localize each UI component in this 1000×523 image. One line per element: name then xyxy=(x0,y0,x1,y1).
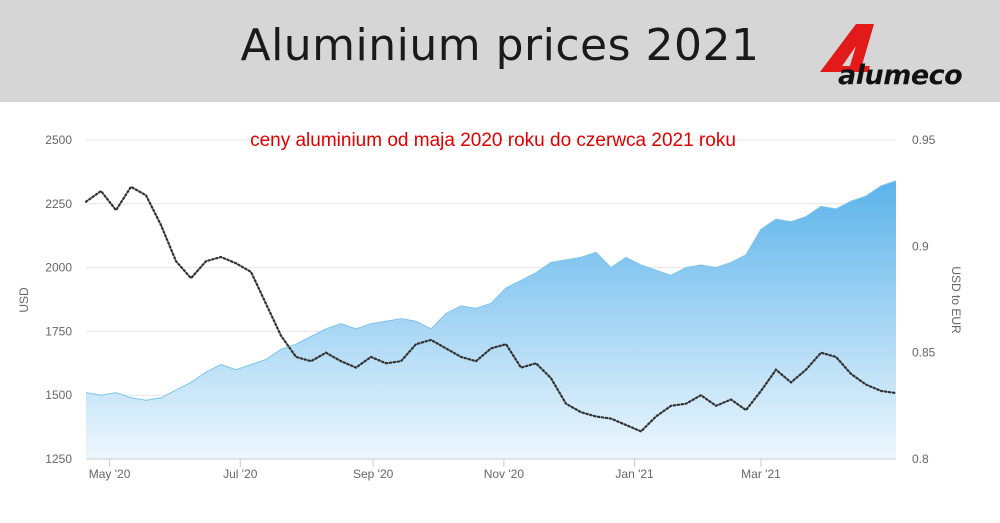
y-axis-right: 0.95 0.9 0.85 0.8 xyxy=(912,133,936,466)
x-axis: May '20 Jul '20 Sep '20 Nov '20 Jan '21 Mar '… xyxy=(86,458,896,481)
x-tick-label: May '20 xyxy=(89,467,131,481)
alumeco-logo xyxy=(820,24,874,72)
logo-wordmark: alumeco xyxy=(838,60,963,91)
x-tick-label: Jan '21 xyxy=(615,467,654,481)
y-axis-title: USD xyxy=(17,287,31,313)
y-tick-label: 1250 xyxy=(45,452,72,466)
y-tick-label: 2000 xyxy=(45,261,72,275)
y-axis-left: 2500 2250 2000 1750 1500 1250 xyxy=(45,133,72,466)
page-title: Aluminium prices 2021 xyxy=(240,20,760,71)
y-tick-label: 2250 xyxy=(45,197,72,211)
logo-a-mark xyxy=(820,24,874,72)
y2-tick-label: 0.95 xyxy=(912,133,936,147)
header-bar xyxy=(0,0,1000,102)
y-tick-label: 1750 xyxy=(45,324,72,338)
y-tick-label: 1500 xyxy=(45,388,72,402)
y2-tick-label: 0.8 xyxy=(912,452,929,466)
aluminium-price-chart: May '20 Jul '20 Sep '20 Nov '20 Jan '21 Mar '… xyxy=(17,133,963,481)
x-tick-label: Mar '21 xyxy=(741,467,781,481)
x-tick-label: Jul '20 xyxy=(223,467,258,481)
y2-axis-title: USD to EUR xyxy=(949,266,963,334)
chart-subtitle: ceny aluminium od maja 2020 roku do czer… xyxy=(250,130,736,151)
aluminium-price-line xyxy=(85,180,897,401)
aluminium-price-area xyxy=(86,180,896,460)
y-tick-label: 2500 xyxy=(45,133,72,147)
y2-tick-label: 0.85 xyxy=(912,346,936,360)
x-tick-label: Sep '20 xyxy=(353,467,394,481)
y2-tick-label: 0.9 xyxy=(912,239,929,253)
usd-eur-line xyxy=(84,185,898,433)
x-tick-label: Nov '20 xyxy=(484,467,525,481)
